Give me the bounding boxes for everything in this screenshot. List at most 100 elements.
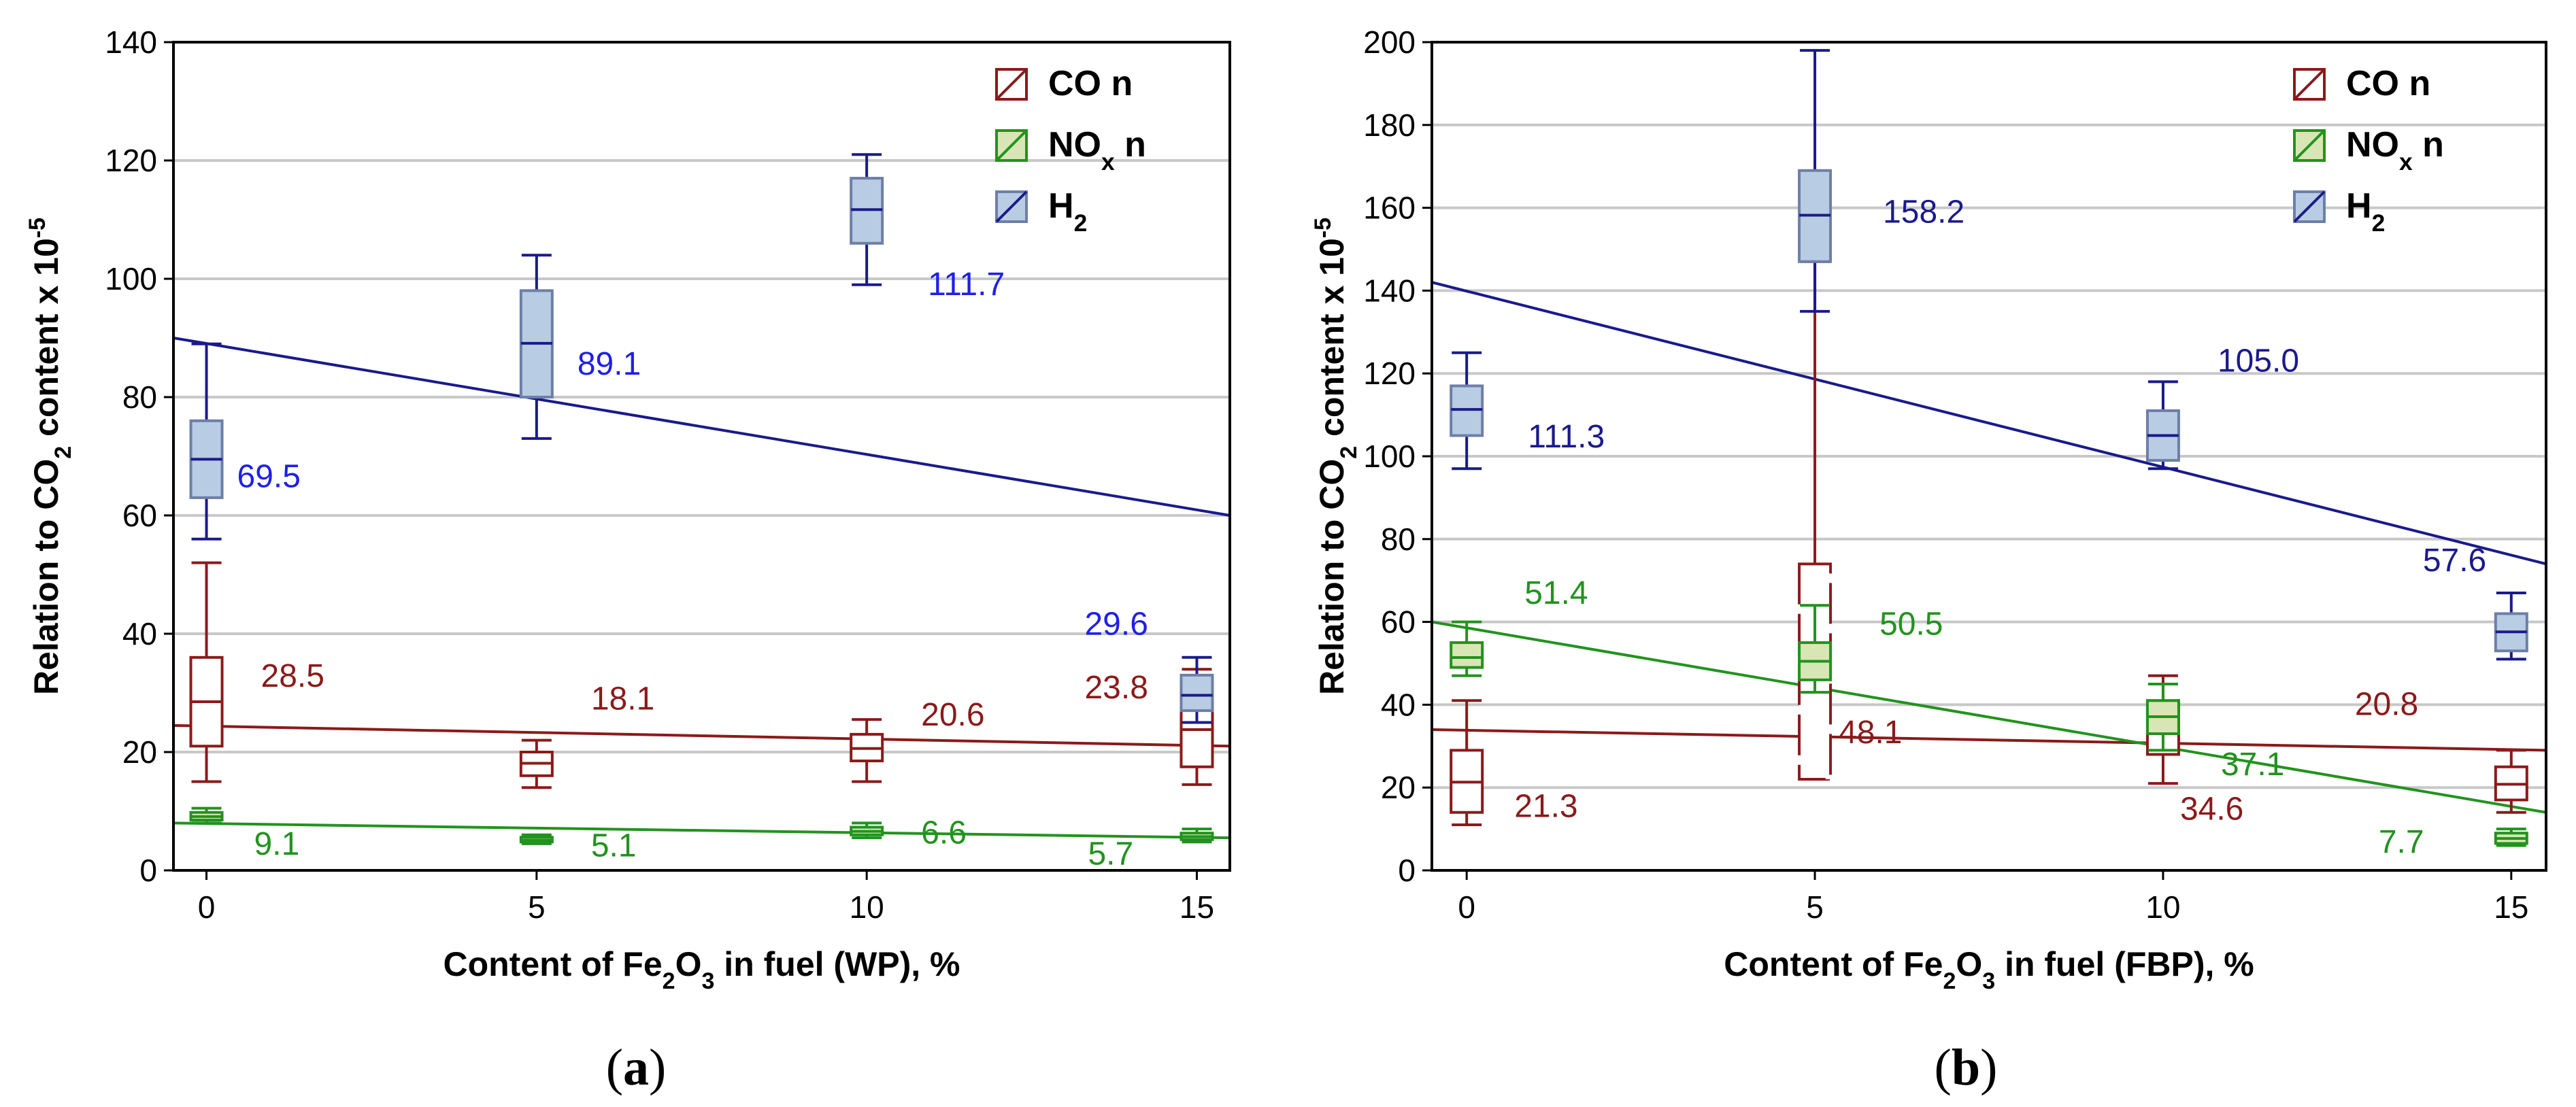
trend-line-h2	[173, 337, 1231, 517]
box-h2	[1450, 351, 1484, 471]
y-axis-label: Relation to CO2 content x 10-5	[24, 218, 76, 695]
y-tick-label: 80	[1381, 522, 1416, 557]
box-h2	[519, 254, 554, 440]
legend-swatch-line	[995, 129, 1028, 162]
legend-swatch-line	[2293, 129, 2326, 162]
data-label-h2: 105.0	[2218, 343, 2299, 379]
box-co	[850, 718, 884, 783]
chart-panel-b: 0 20 40 60 80 100 120 140 160 180 200 0 5 10 15 21.3 48.…	[1310, 24, 2547, 1096]
legend-label: H2	[2346, 186, 2385, 237]
y-tick-label: 180	[1363, 107, 1416, 143]
data-label-co: 18.1	[591, 681, 654, 717]
box-nox	[850, 821, 884, 840]
box-h2	[1180, 655, 1214, 724]
box-nox	[519, 833, 554, 845]
y-tick-label: 60	[122, 498, 157, 533]
box-h2	[1798, 49, 1833, 313]
y-tick-label: 140	[1363, 273, 1416, 308]
plot-frame	[1431, 41, 2547, 872]
panel-caption: (b)	[1935, 1039, 1998, 1096]
legend-label: H2	[1048, 186, 1087, 237]
chart-panel-a: 0 20 40 60 80 100 120 140 0 5 10 15 28.5 18.1 20.6 23.8…	[24, 24, 1231, 1096]
box-nox	[2494, 828, 2528, 847]
legend-item-nox: NOx n	[995, 125, 1146, 175]
data-label-h2: 69.5	[237, 458, 301, 494]
data-label-co: 28.5	[261, 658, 324, 694]
legend-label: CO n	[2346, 64, 2430, 103]
data-label-h2: 57.6	[2423, 543, 2486, 579]
x-tick-label: 5	[528, 889, 546, 925]
y-tick-label: 120	[1363, 356, 1416, 391]
box-h2	[2145, 380, 2180, 471]
trend-line-co	[1431, 728, 2547, 752]
y-tick-label: 120	[105, 143, 157, 178]
data-label-nox: 7.7	[2379, 824, 2424, 860]
box-nox	[189, 806, 224, 825]
x-tick-label: 0	[1458, 889, 1475, 925]
data-label-nox: 37.1	[2221, 747, 2284, 783]
data-label-h2: 29.6	[1084, 606, 1148, 642]
box-nox	[1798, 604, 1833, 694]
legend-item-co: CO n	[995, 64, 1133, 103]
x-axis-label: Content of Fe2O3 in fuel (FBP), %	[1724, 945, 2254, 994]
data-label-nox: 9.1	[254, 826, 300, 862]
box-h2	[189, 342, 224, 541]
y-tick-label: 200	[1363, 24, 1416, 60]
legend-item-co: CO n	[2293, 64, 2430, 103]
box-h2	[850, 153, 884, 286]
box-co	[1798, 260, 1833, 781]
x-tick-label: 15	[2494, 889, 2528, 925]
x-tick-label: 5	[1806, 889, 1824, 925]
x-tick-label: 15	[1180, 889, 1214, 925]
data-label-h2: 111.7	[928, 267, 1005, 303]
data-label-co: 34.6	[2180, 791, 2243, 827]
y-tick-label: 0	[1398, 853, 1416, 888]
data-label-co: 21.3	[1514, 788, 1577, 824]
y-tick-label: 160	[1363, 190, 1416, 226]
data-label-nox: 6.6	[921, 815, 967, 851]
legend-swatch-line	[2293, 190, 2326, 223]
trend-line-co	[173, 723, 1231, 748]
legend-label: NOx n	[2346, 125, 2444, 175]
trend-line-nox	[1431, 620, 2547, 814]
y-tick-label: 80	[122, 379, 157, 415]
plot-frame	[172, 41, 1231, 872]
legend-item-nox: NOx n	[2293, 125, 2444, 175]
y-tick-label: 20	[122, 734, 157, 770]
box-co	[519, 738, 554, 789]
legend-swatch-line	[2293, 68, 2326, 101]
data-label-co: 23.8	[1084, 670, 1148, 706]
box-nox	[2145, 682, 2180, 752]
data-label-nox: 5.7	[1088, 836, 1133, 872]
box-co	[189, 561, 224, 783]
x-tick-label: 10	[850, 889, 884, 925]
y-tick-label: 40	[122, 616, 157, 651]
box-nox	[1180, 828, 1214, 844]
legend-item-h2: H2	[995, 186, 1087, 237]
box-co	[1450, 699, 1484, 827]
data-label-h2: 158.2	[1883, 194, 1964, 231]
box-h2	[2494, 591, 2528, 661]
legend-swatch-line	[995, 68, 1028, 101]
box-co	[2494, 749, 2528, 814]
data-label-co: 20.6	[921, 697, 984, 733]
box-iqr	[1450, 641, 1484, 669]
y-tick-label: 60	[1381, 604, 1416, 640]
trend-line-nox	[173, 821, 1231, 840]
y-tick-label: 20	[1381, 770, 1416, 805]
x-tick-label: 0	[198, 889, 216, 925]
x-axis-label: Content of Fe2O3 in fuel (WP), %	[443, 945, 960, 994]
box-iqr	[1180, 673, 1214, 713]
data-label-h2: 111.3	[1528, 419, 1605, 455]
panel-caption: (a)	[606, 1039, 667, 1096]
box-nox	[1450, 620, 1484, 677]
y-tick-label: 100	[105, 261, 157, 296]
data-label-nox: 5.1	[591, 828, 637, 864]
y-tick-label: 0	[139, 853, 157, 888]
legend-swatch-line	[995, 190, 1028, 223]
data-label-co: 20.8	[2355, 686, 2418, 722]
legend-item-h2: H2	[2293, 186, 2385, 237]
y-axis-label: Relation to CO2 content x 10-5	[1310, 218, 1362, 695]
